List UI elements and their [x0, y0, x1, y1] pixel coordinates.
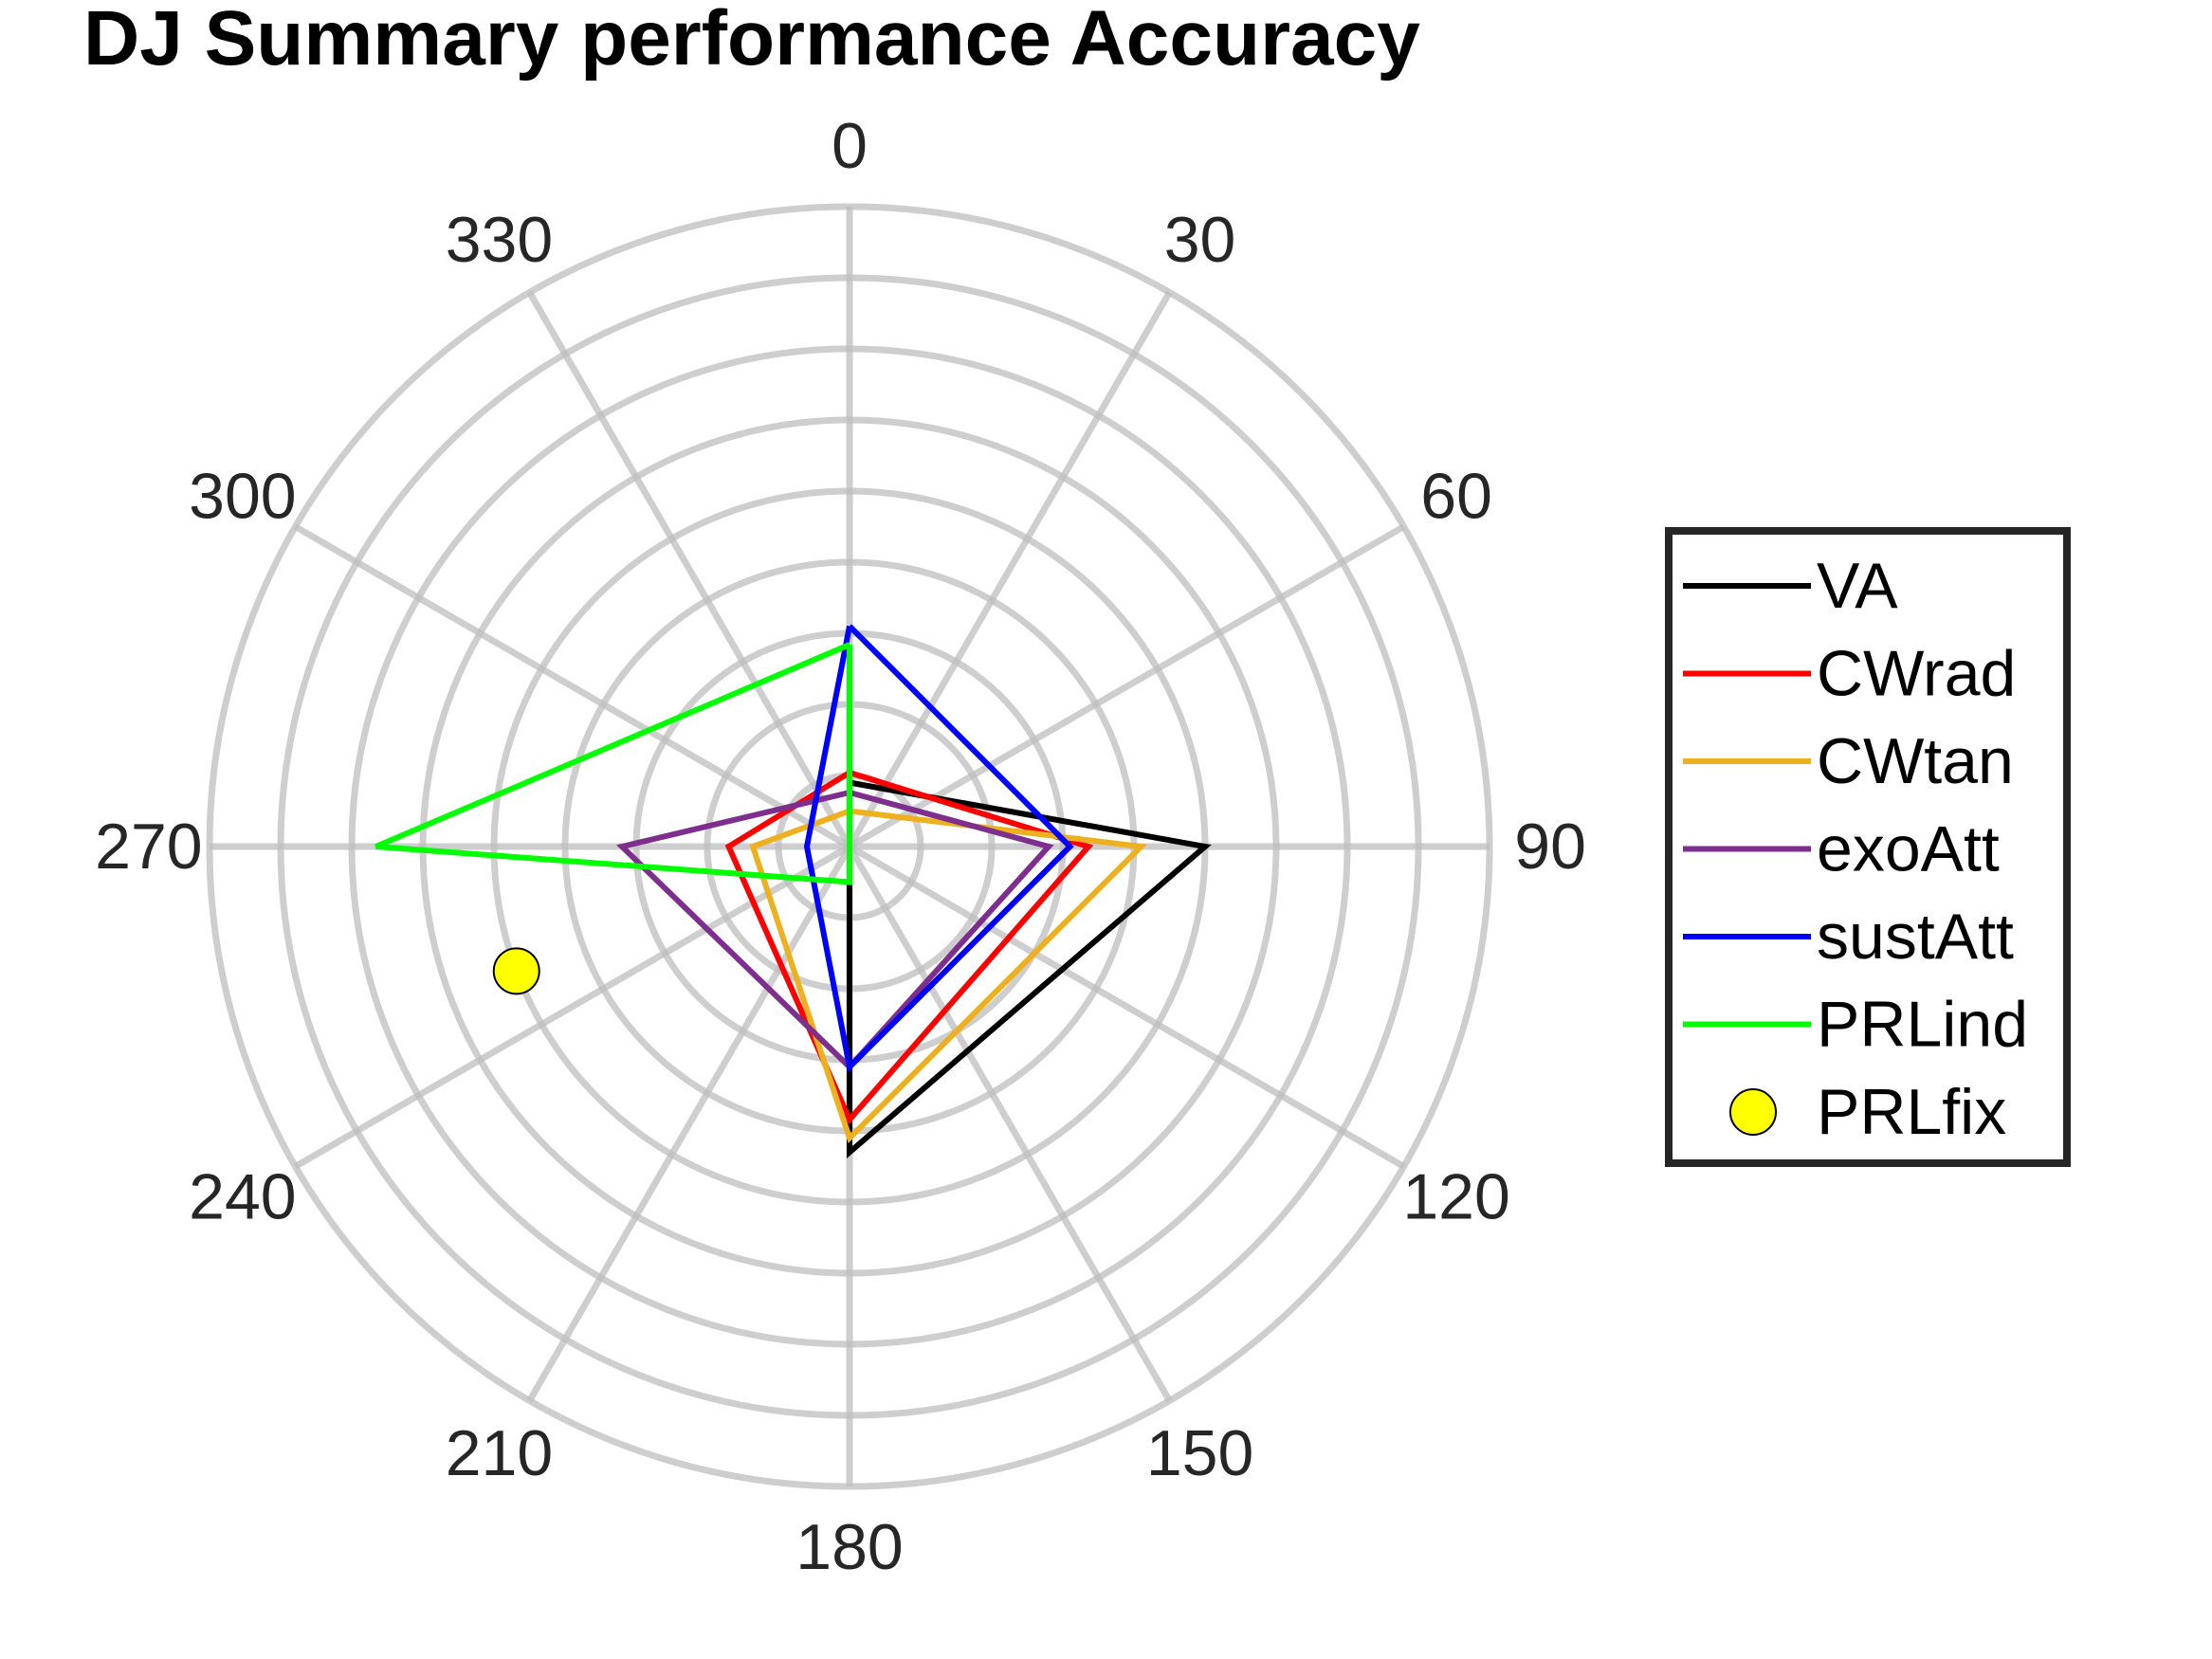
data-series: [375, 624, 1212, 1159]
series-line-CWrad: [724, 770, 1094, 1125]
theta-tick-labels: 0 30 60 90 120 150 180 210 240 270 300 330: [95, 110, 1586, 1583]
legend-label-exoAtt: exoAtt: [1817, 813, 2000, 885]
theta-tick-label: 240: [189, 1161, 296, 1233]
series-line-PRLind: [375, 642, 852, 885]
grid-spoke: [846, 845, 1173, 1403]
theta-tick-label: 30: [1164, 204, 1236, 276]
theta-tick-label: 330: [446, 204, 553, 276]
grid-spoke: [846, 290, 1173, 848]
chart-title: DJ Summary performance Accuracy: [83, 0, 1420, 82]
theta-tick-label: 270: [95, 811, 202, 883]
grid-spoke: [526, 290, 853, 848]
series-line-sustAtt: [803, 624, 1074, 1073]
legend-marker-PRLfix: [1729, 1088, 1777, 1136]
legend-label-PRLind: PRLind: [1817, 989, 2028, 1061]
legend-label-CWrad: CWrad: [1817, 638, 2016, 710]
legend-label-VA: VA: [1817, 550, 1898, 622]
grid-spoke: [526, 845, 853, 1403]
series-point-PRLfix: [492, 947, 540, 995]
theta-tick-label: 300: [189, 460, 296, 532]
theta-tick-label: 90: [1514, 811, 1586, 883]
theta-tick-label: 210: [446, 1417, 553, 1489]
legend: VA CWrad CWtan exoAtt sustAtt PRLind PRLfix: [1665, 527, 2071, 1167]
theta-tick-label: 60: [1420, 460, 1492, 532]
series-line-CWtan: [749, 808, 1147, 1144]
legend-label-sustAtt: sustAtt: [1817, 901, 2014, 973]
theta-tick-label: 180: [795, 1511, 903, 1583]
grid-spoke: [848, 523, 1406, 850]
grid-spoke: [848, 843, 1406, 1170]
theta-tick-label: 120: [1402, 1161, 1509, 1233]
grid-spoke: [293, 843, 851, 1170]
legend-label-PRLfix: PRLfix: [1817, 1076, 2006, 1148]
grid-spoke: [293, 523, 851, 850]
legend-label-CWtan: CWtan: [1817, 725, 2014, 797]
theta-tick-label: 150: [1146, 1417, 1253, 1489]
theta-tick-label: 0: [832, 110, 868, 182]
